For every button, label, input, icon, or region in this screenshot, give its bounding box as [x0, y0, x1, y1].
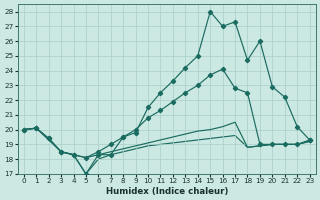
X-axis label: Humidex (Indice chaleur): Humidex (Indice chaleur) [106, 187, 228, 196]
